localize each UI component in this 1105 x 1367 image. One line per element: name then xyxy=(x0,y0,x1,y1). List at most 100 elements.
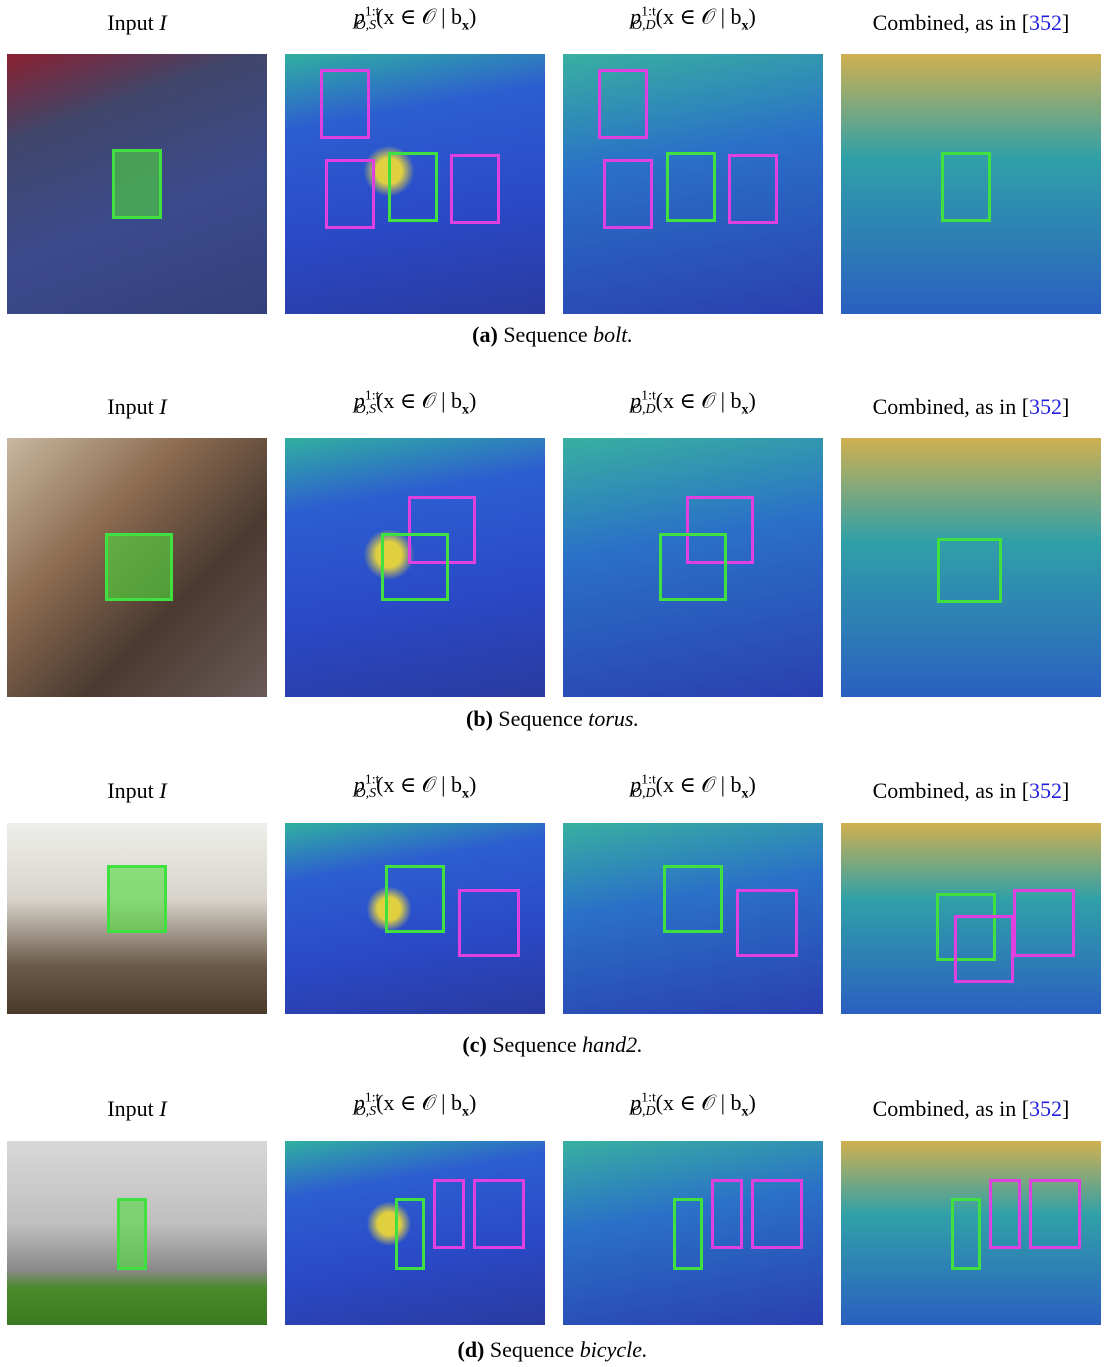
column-header: p1:tO,S(x ∈ 𝒪 | bx) xyxy=(354,1090,477,1120)
math-sub: O,S xyxy=(355,1104,376,1119)
math-body: (x ∈ 𝒪 | b xyxy=(656,772,742,797)
column-header: Input I xyxy=(107,394,166,420)
header-var: I xyxy=(159,1096,166,1121)
target-box xyxy=(107,865,167,933)
likelihood-map xyxy=(285,823,545,1014)
distractor-box xyxy=(598,69,648,139)
header-close: ] xyxy=(1062,1096,1069,1121)
target-box xyxy=(937,538,1002,603)
distractor-box xyxy=(320,69,370,139)
math-close: ) xyxy=(749,772,756,797)
target-box xyxy=(117,1198,147,1270)
header-close: ] xyxy=(1062,778,1069,803)
math-sub: O,S xyxy=(355,786,376,801)
header-close: ] xyxy=(1062,394,1069,419)
distractor-box xyxy=(736,889,798,957)
target-box xyxy=(663,865,723,933)
math-body: (x ∈ 𝒪 | b xyxy=(376,4,462,29)
math-close: ) xyxy=(469,4,476,29)
distractor-box xyxy=(751,1179,803,1249)
likelihood-map xyxy=(841,54,1101,314)
math-body: (x ∈ 𝒪 | b xyxy=(656,4,742,29)
caption-text: Sequence xyxy=(490,1337,574,1362)
likelihood-map xyxy=(563,823,823,1014)
column-header: Combined, as in [352] xyxy=(873,778,1070,804)
distractor-box xyxy=(728,154,778,224)
math-body: (x ∈ 𝒪 | b xyxy=(376,388,462,413)
target-box xyxy=(941,152,991,222)
target-box xyxy=(105,533,173,601)
input-image xyxy=(7,54,267,314)
math-close: ) xyxy=(749,1090,756,1115)
distractor-box xyxy=(433,1179,465,1249)
likelihood-map xyxy=(563,1141,823,1325)
header-var: I xyxy=(159,394,166,419)
sequence-name: bolt. xyxy=(593,322,633,347)
header-text: Input xyxy=(107,778,153,803)
math-close: ) xyxy=(469,772,476,797)
caption-label: (d) xyxy=(458,1337,485,1362)
math-sub: O,D xyxy=(632,402,656,417)
header-text: Combined, as in [ xyxy=(873,10,1029,35)
distractor-box xyxy=(325,159,375,229)
math-sub: O,S xyxy=(355,18,376,33)
column-header: Input I xyxy=(107,1096,166,1122)
distractor-box xyxy=(473,1179,525,1249)
math-sub: O,D xyxy=(632,1104,656,1119)
target-box xyxy=(395,1198,425,1270)
likelihood-map xyxy=(841,438,1101,697)
citation: 352 xyxy=(1029,10,1062,35)
column-header: Input I xyxy=(107,10,166,36)
column-header: p1:tO,S(x ∈ 𝒪 | bx) xyxy=(354,388,477,418)
column-header: Input I xyxy=(107,778,166,804)
header-text: Combined, as in [ xyxy=(873,1096,1029,1121)
math-body: (x ∈ 𝒪 | b xyxy=(376,1090,462,1115)
column-header: Combined, as in [352] xyxy=(873,394,1070,420)
column-header: Combined, as in [352] xyxy=(873,1096,1070,1122)
distractor-box xyxy=(954,915,1014,983)
header-var: I xyxy=(159,778,166,803)
column-header: p1:tO,S(x ∈ 𝒪 | bx) xyxy=(354,772,477,802)
citation: 352 xyxy=(1029,394,1062,419)
target-box xyxy=(659,533,727,601)
input-image xyxy=(7,823,267,1014)
caption: (a) Sequence bolt. xyxy=(0,322,1105,348)
header-text: Input xyxy=(107,1096,153,1121)
caption-text: Sequence xyxy=(498,706,582,731)
target-box xyxy=(673,1198,703,1270)
distractor-box xyxy=(1029,1179,1081,1249)
distractor-box xyxy=(458,889,520,957)
math-body: (x ∈ 𝒪 | b xyxy=(376,772,462,797)
caption-text: Sequence xyxy=(492,1032,576,1057)
distractor-box xyxy=(603,159,653,229)
likelihood-map xyxy=(285,1141,545,1325)
math-close: ) xyxy=(749,4,756,29)
header-var: I xyxy=(159,10,166,35)
caption-label: (c) xyxy=(462,1032,486,1057)
caption-label: (b) xyxy=(466,706,493,731)
target-box xyxy=(951,1198,981,1270)
caption: (c) Sequence hand2. xyxy=(0,1032,1105,1058)
header-text: Input xyxy=(107,10,153,35)
column-header: p1:tO,S(x ∈ 𝒪 | bx) xyxy=(354,4,477,34)
math-sub: O,S xyxy=(355,402,376,417)
column-header: p1:tO,D(x ∈ 𝒪 | bx) xyxy=(630,772,756,802)
target-box xyxy=(666,152,716,222)
math-close: ) xyxy=(469,1090,476,1115)
distractor-box xyxy=(711,1179,743,1249)
caption: (b) Sequence torus. xyxy=(0,706,1105,732)
caption-label: (a) xyxy=(472,322,498,347)
figure: Input Ip1:tO,S(x ∈ 𝒪 | bx)p1:tO,D(x ∈ 𝒪 … xyxy=(0,0,1105,1367)
distractor-box xyxy=(1013,889,1075,957)
likelihood-map xyxy=(841,823,1101,1014)
likelihood-map xyxy=(285,438,545,697)
math-body: (x ∈ 𝒪 | b xyxy=(656,388,742,413)
input-image xyxy=(7,438,267,697)
distractor-box xyxy=(450,154,500,224)
likelihood-map xyxy=(285,54,545,314)
math-close: ) xyxy=(469,388,476,413)
column-header: p1:tO,D(x ∈ 𝒪 | bx) xyxy=(630,4,756,34)
sequence-name: bicycle. xyxy=(580,1337,648,1362)
header-text: Input xyxy=(107,394,153,419)
sequence-name: torus. xyxy=(588,706,639,731)
